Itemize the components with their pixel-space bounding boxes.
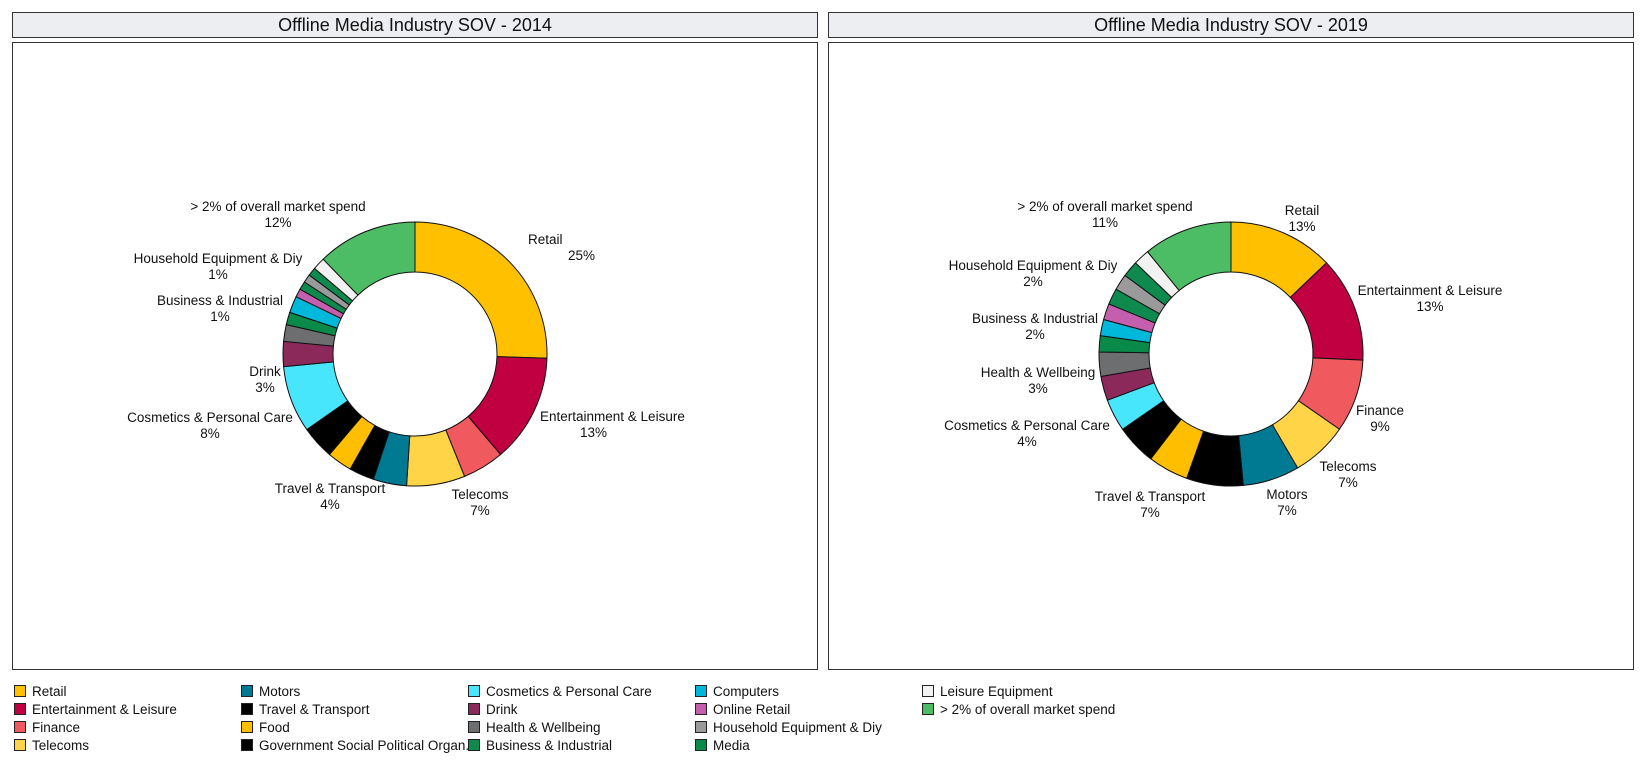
legend-item-cosmetics-personal-care: Cosmetics & Personal Care [468,682,652,700]
legend-item-entertainment-leisure: Entertainment & Leisure [14,700,177,718]
legend-swatch [14,721,26,733]
slice-label-2019-health-wellbeing: Health & Wellbeing 3% [981,365,1096,396]
legend-swatch [14,685,26,697]
legend-swatch [695,739,707,751]
slice-label-2014-cosmetics-personal-care: Cosmetics & Personal Care 8% [127,410,293,441]
slice-label-2019-entertainment-leisure: Entertainment & Leisure 13% [1358,283,1503,314]
legend-item-online-retail: Online Retail [695,700,790,718]
slice-label-2019-retail: Retail 13% [1285,203,1320,234]
legend-label: Finance [32,719,81,735]
legend-label: > 2% of overall market spend [940,701,1116,717]
legend-swatch [922,685,934,697]
legend-swatch [241,739,253,751]
slice-2019-2-of-overall-market-spend [1146,221,1232,292]
legend-item-finance: Finance [14,718,80,736]
legend-swatch [241,685,253,697]
slice-2014-retail [414,221,548,359]
slice-label-2014-business-industrial: Business & Industrial 1% [157,293,283,324]
legend-label: Health & Wellbeing [486,719,601,735]
slice-label-2019-finance: Finance 9% [1356,403,1404,434]
legend-label: Cosmetics & Personal Care [486,683,652,699]
chart-panel-2019 [828,42,1634,670]
legend-swatch [241,703,253,715]
legend-label: Computers [713,683,780,699]
legend-item-household-equipment-diy: Household Equipment & Diy [695,718,882,736]
legend-item-food: Food [241,718,290,736]
legend-label: Business & Industrial [486,737,613,753]
legend-swatch [922,703,934,715]
slice-label-2014-travel-transport: Travel & Transport 4% [275,481,386,512]
legend-item-retail: Retail [14,682,67,700]
slice-label-2019-household-equipment-diy: Household Equipment & Diy 2% [949,258,1118,289]
legend-item-leisure-equipment: Leisure Equipment [922,682,1053,700]
legend-swatch [468,685,480,697]
slice-label-2019-business-industrial: Business & Industrial 2% [972,311,1098,342]
legend-item-2-of-overall-market-spend: > 2% of overall market spend [922,700,1115,718]
legend-label: Household Equipment & Diy [713,719,882,735]
slice-label-2014-drink: Drink 3% [249,364,281,395]
slice-label-2014-retail: Retail25% [528,232,595,263]
legend-swatch [695,721,707,733]
slice-label-2014-2-of-overall-market-spend: > 2% of overall market spend 12% [190,199,365,230]
legend-label: Leisure Equipment [940,683,1053,699]
slice-label-2019-cosmetics-personal-care: Cosmetics & Personal Care 4% [944,418,1110,449]
slice-label-2014-household-equipment-diy: Household Equipment & Diy 1% [134,251,303,282]
legend-label: Media [713,737,750,753]
chart-title-2014: Offline Media Industry SOV - 2014 [12,12,818,38]
chart-panel-2014 [12,42,818,670]
legend-label: Entertainment & Leisure [32,701,177,717]
legend-label: Food [259,719,290,735]
slice-label-2019-telecoms: Telecoms 7% [1319,459,1376,490]
legend-swatch [468,739,480,751]
legend-swatch [14,703,26,715]
legend-item-business-industrial: Business & Industrial [468,736,612,754]
legend-label: Government Social Political Organ.. [259,737,473,753]
slice-label-2019-motors: Motors 7% [1266,487,1308,518]
legend-swatch [468,721,480,733]
legend-label: Travel & Transport [259,701,370,717]
slice-label-2019-travel-transport: Travel & Transport 7% [1095,489,1206,520]
slice-label-2014-telecoms: Telecoms 7% [451,487,508,518]
legend-item-government-social-political-organ: Government Social Political Organ.. [241,736,473,754]
legend-label: Drink [486,701,518,717]
legend-label: Telecoms [32,737,90,753]
chart-title-2019: Offline Media Industry SOV - 2019 [828,12,1634,38]
legend-label: Retail [32,683,67,699]
legend-swatch [695,703,707,715]
slice-label-2014-entertainment-leisure: Entertainment & Leisure 13% [540,409,685,440]
chart-legend: Retail Entertainment & Leisure Finance Tele… [14,682,1234,762]
legend-item-computers: Computers [695,682,779,700]
legend-item-health-wellbeing: Health & Wellbeing [468,718,601,736]
legend-item-drink: Drink [468,700,518,718]
legend-swatch [14,739,26,751]
legend-item-media: Media [695,736,750,754]
legend-item-telecoms: Telecoms [14,736,89,754]
slice-2014-2-of-overall-market-spend [322,221,416,296]
legend-label: Motors [259,683,301,699]
legend-item-motors: Motors [241,682,300,700]
legend-swatch [241,721,253,733]
legend-swatch [695,685,707,697]
legend-label: Online Retail [713,701,791,717]
legend-swatch [468,703,480,715]
legend-item-travel-transport: Travel & Transport [241,700,370,718]
slice-label-2019-2-of-overall-market-spend: > 2% of overall market spend 11% [1017,199,1192,230]
